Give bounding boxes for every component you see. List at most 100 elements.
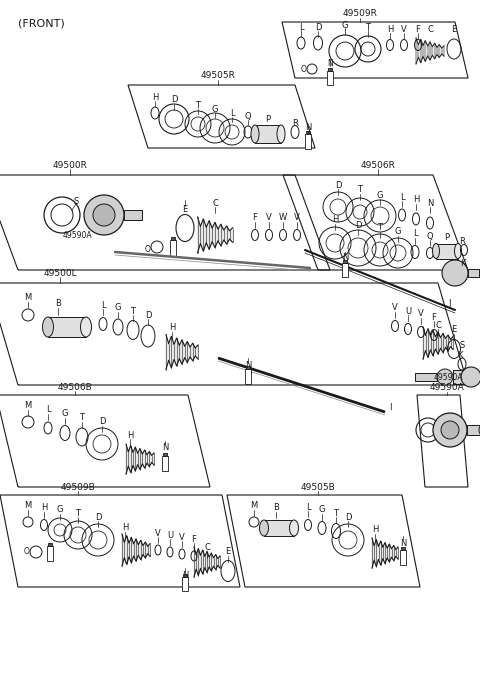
Text: O: O xyxy=(145,245,151,253)
Bar xyxy=(401,547,405,549)
Text: N: N xyxy=(182,570,188,580)
Text: G: G xyxy=(342,20,348,30)
Text: M: M xyxy=(24,402,32,410)
Text: D: D xyxy=(171,96,177,104)
Text: L: L xyxy=(400,193,404,202)
Text: N: N xyxy=(342,253,348,262)
Text: U: U xyxy=(167,530,173,539)
Text: T: T xyxy=(365,22,371,32)
Ellipse shape xyxy=(251,125,259,143)
Text: 49509B: 49509B xyxy=(60,483,96,491)
Text: 49505R: 49505R xyxy=(201,71,235,80)
Text: H: H xyxy=(41,503,47,512)
Text: H: H xyxy=(332,216,338,224)
Bar xyxy=(170,240,176,256)
Text: 49505B: 49505B xyxy=(300,483,336,491)
Text: G: G xyxy=(395,228,401,237)
Text: H: H xyxy=(413,195,419,204)
Text: V: V xyxy=(418,309,424,319)
Text: O: O xyxy=(301,65,307,75)
Text: C: C xyxy=(212,199,218,208)
Text: F: F xyxy=(432,313,436,321)
Text: S: S xyxy=(73,197,79,206)
Text: N: N xyxy=(327,59,333,67)
Text: F: F xyxy=(252,214,257,222)
Text: T: T xyxy=(80,414,84,423)
Circle shape xyxy=(461,367,480,387)
Bar xyxy=(453,370,471,384)
Bar xyxy=(328,69,332,71)
Text: I: I xyxy=(389,404,391,412)
Text: N: N xyxy=(427,199,433,208)
Text: L: L xyxy=(306,503,310,512)
Text: 49509R: 49509R xyxy=(343,9,377,18)
Text: E: E xyxy=(226,547,230,557)
Text: Q: Q xyxy=(427,231,433,241)
Text: T: T xyxy=(195,100,201,109)
Circle shape xyxy=(93,204,115,226)
Bar xyxy=(306,131,310,133)
Bar xyxy=(305,133,311,148)
Circle shape xyxy=(479,422,480,438)
Text: U: U xyxy=(405,307,411,315)
Bar xyxy=(415,373,437,381)
Text: H: H xyxy=(122,524,128,532)
Text: B: B xyxy=(55,299,61,309)
Polygon shape xyxy=(416,38,444,64)
Text: E: E xyxy=(451,326,456,334)
Text: O: O xyxy=(24,547,30,557)
Bar xyxy=(47,545,53,561)
Text: T: T xyxy=(334,508,338,518)
Text: J: J xyxy=(449,299,451,309)
Text: D: D xyxy=(335,181,341,189)
Text: G: G xyxy=(377,191,383,200)
Bar xyxy=(343,260,347,263)
Text: M: M xyxy=(251,501,258,510)
Text: 49590A: 49590A xyxy=(433,373,463,383)
Text: K: K xyxy=(457,350,463,359)
Text: G: G xyxy=(115,303,121,313)
Polygon shape xyxy=(194,547,220,577)
Text: M: M xyxy=(24,293,32,303)
Bar xyxy=(124,210,142,220)
Text: T: T xyxy=(131,307,135,315)
Ellipse shape xyxy=(289,520,299,536)
Text: D: D xyxy=(345,512,351,522)
Bar xyxy=(48,317,86,337)
Bar xyxy=(246,366,250,369)
Text: H: H xyxy=(127,431,133,439)
Text: D: D xyxy=(99,417,105,427)
Text: 49590A: 49590A xyxy=(430,384,464,392)
Text: Q: Q xyxy=(245,111,252,121)
Text: G: G xyxy=(62,410,68,419)
Text: W: W xyxy=(279,214,287,222)
Text: H: H xyxy=(387,26,393,34)
Polygon shape xyxy=(423,327,453,359)
Text: D: D xyxy=(145,311,151,319)
Text: R: R xyxy=(459,237,465,245)
Text: 49590A: 49590A xyxy=(62,231,92,239)
Bar xyxy=(171,237,175,240)
Text: P: P xyxy=(444,233,450,243)
Text: D: D xyxy=(95,512,101,522)
Text: S: S xyxy=(459,340,465,350)
Text: N: N xyxy=(400,539,406,547)
Text: H: H xyxy=(169,324,175,332)
Circle shape xyxy=(442,260,468,286)
Text: V: V xyxy=(179,532,185,541)
Text: L: L xyxy=(230,109,234,117)
Text: B: B xyxy=(273,503,279,512)
Text: C: C xyxy=(427,26,433,34)
Ellipse shape xyxy=(432,243,440,259)
Ellipse shape xyxy=(43,317,53,337)
Ellipse shape xyxy=(260,520,268,536)
Polygon shape xyxy=(122,534,150,566)
Bar xyxy=(436,244,458,259)
Text: V: V xyxy=(266,214,272,222)
Circle shape xyxy=(84,195,124,235)
Circle shape xyxy=(433,413,467,447)
Text: C: C xyxy=(435,321,441,330)
Text: 49506B: 49506B xyxy=(58,383,92,392)
Circle shape xyxy=(441,421,459,439)
Bar xyxy=(183,574,187,577)
